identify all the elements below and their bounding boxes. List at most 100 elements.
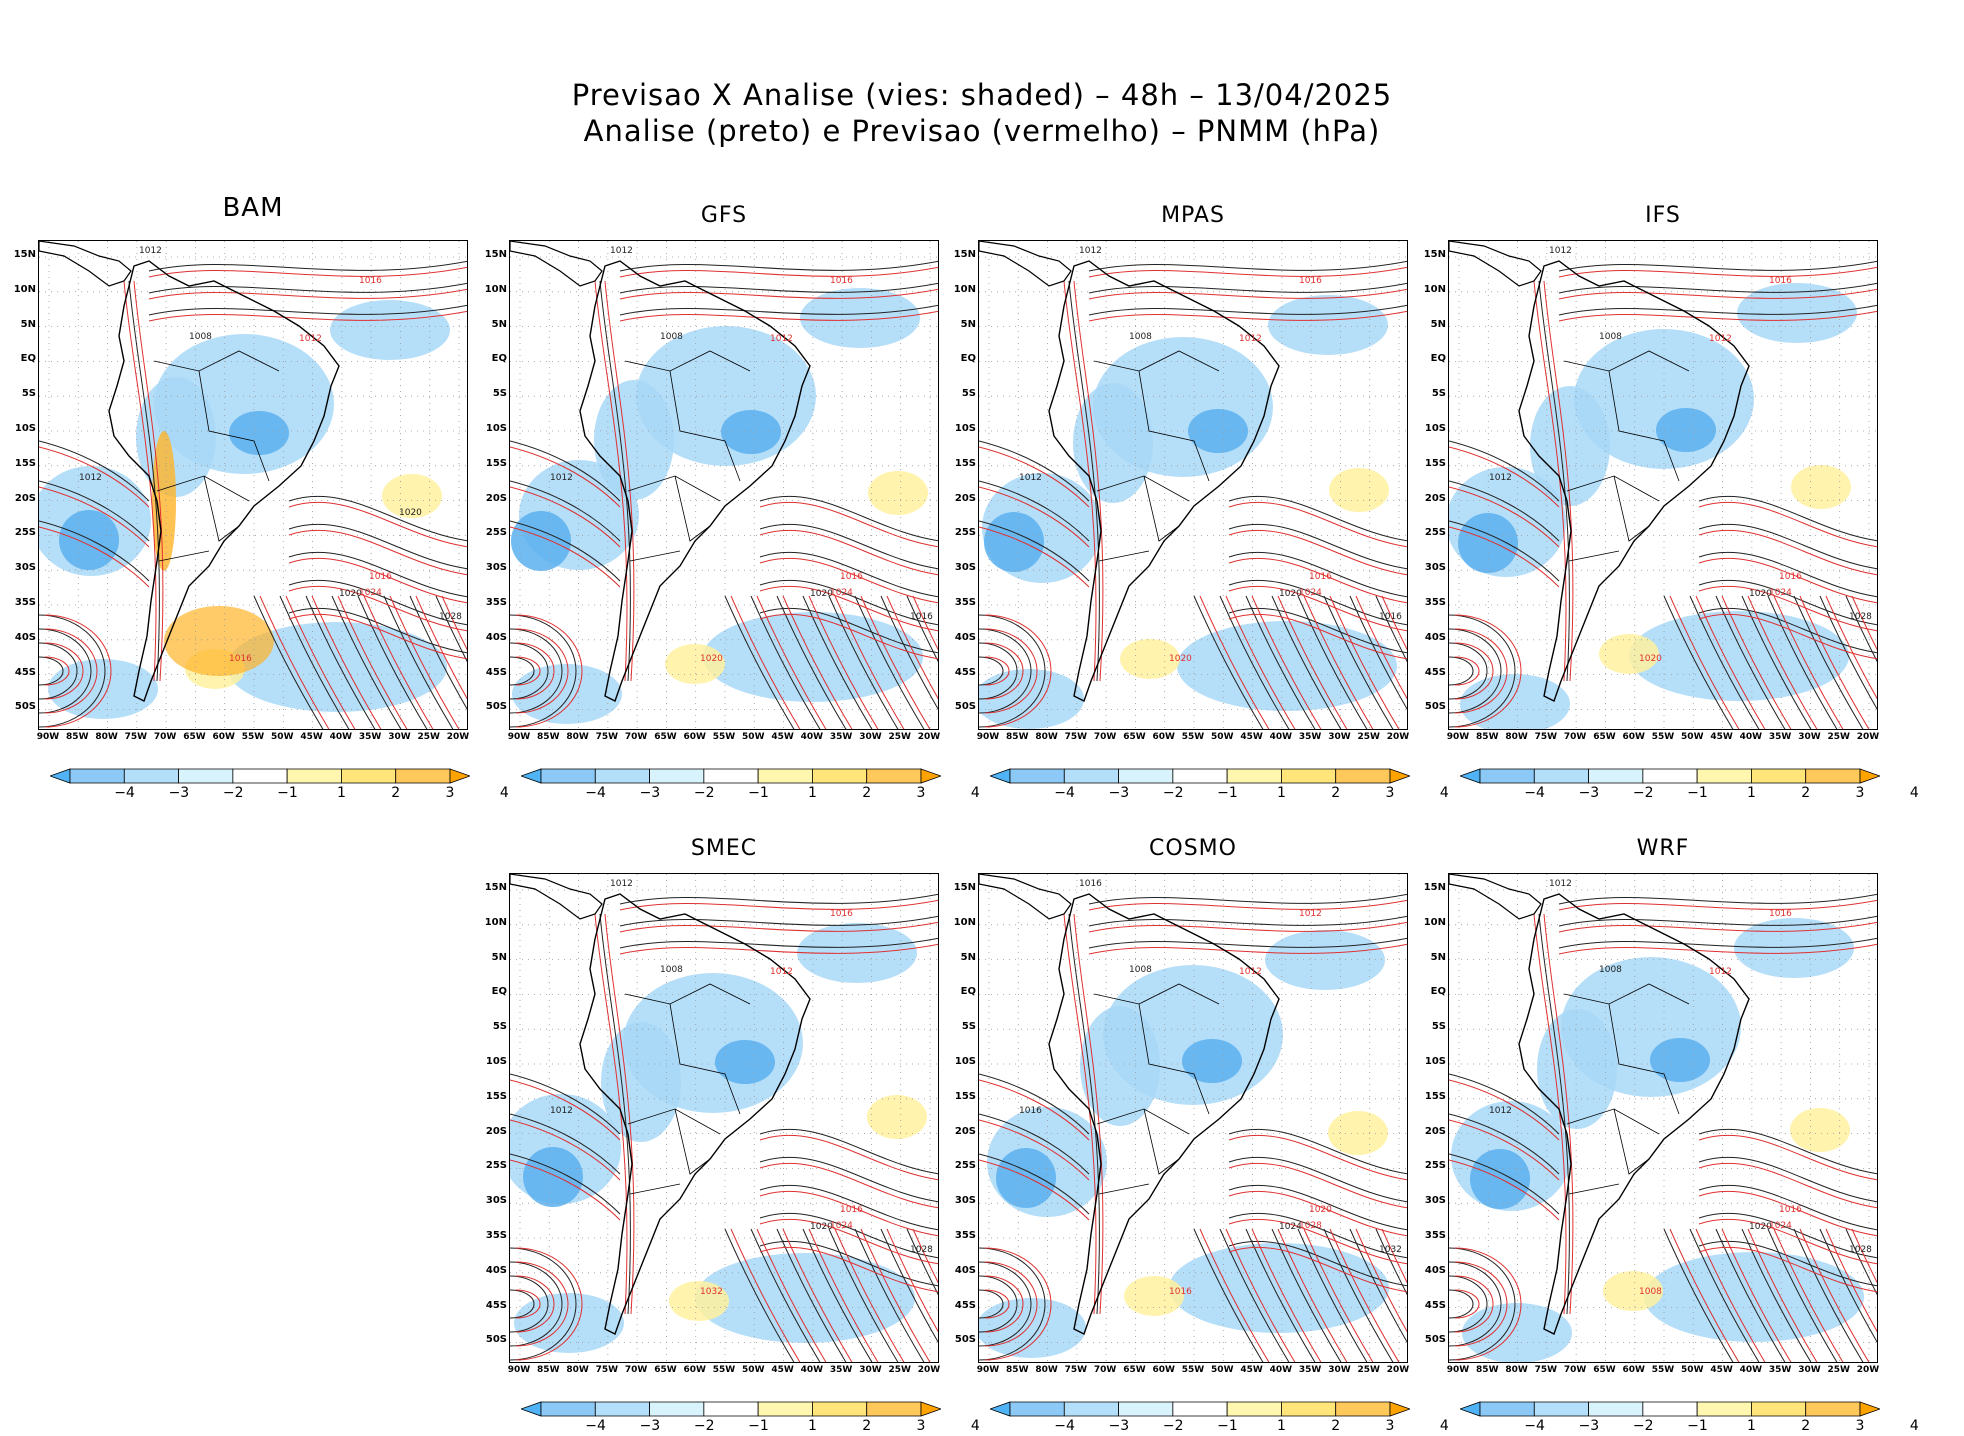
contour-label: 1016: [369, 572, 392, 582]
isobar: [834, 595, 905, 729]
colorbar-swatch: [1642, 768, 1698, 784]
lon-label: 35W: [1768, 732, 1792, 742]
isobar: [1741, 595, 1812, 729]
lon-label: 90W: [507, 732, 531, 742]
colorbar-swatch: [1588, 1401, 1644, 1417]
panel-title: BAM: [222, 193, 284, 223]
lat-label: EQ: [960, 986, 976, 998]
lat-label: 20S: [1424, 492, 1446, 504]
isobar: [594, 280, 628, 682]
colorbar-tick: 4: [1439, 1418, 1449, 1434]
panel-smec: SMEC 1012 1016 1008 1012 1012 1016 1020 1024 1028…: [485, 836, 941, 1396]
isobar: [510, 1113, 621, 1175]
isobar: [1533, 913, 1567, 1315]
colorbar-tick: 4: [1909, 785, 1919, 801]
isobar: [750, 595, 821, 729]
isobar: [288, 557, 467, 604]
isobar: [619, 310, 938, 322]
contour-label: 1028: [439, 612, 462, 622]
isobar: [1698, 613, 1877, 660]
lat-label: 50S: [954, 1334, 976, 1346]
lat-label: 30S: [485, 1195, 507, 1207]
isobar: [860, 1228, 931, 1362]
isobar: [1228, 501, 1407, 548]
isobar: [604, 913, 635, 1315]
lon-label: 65W: [183, 732, 206, 742]
lon-label: 60W: [1152, 732, 1175, 742]
isobar: [1721, 595, 1792, 729]
isobar: [510, 614, 577, 728]
isobar: [619, 921, 938, 933]
lat-label: 25S: [1424, 527, 1446, 539]
isobar: [39, 614, 106, 728]
isobar: [1297, 595, 1368, 729]
colorbar-swatch: [48, 768, 71, 784]
lat-label: 30S: [14, 562, 36, 574]
coastline: [108, 260, 340, 702]
lat-label: 15S: [14, 457, 36, 469]
isobar: [510, 1275, 549, 1333]
lat-label: 5S: [21, 388, 36, 400]
lon-label: 80W: [95, 732, 118, 742]
contour-label: 1020: [339, 589, 362, 599]
country-border: [1093, 983, 1220, 1005]
colorbar-swatch: [1533, 768, 1589, 784]
isobar: [1193, 1228, 1264, 1362]
lon-label: 85W: [1006, 732, 1029, 742]
colorbar-tick: 2: [862, 1418, 872, 1434]
isobar: [1698, 551, 1877, 598]
isobar: [619, 915, 938, 927]
contour-label: 1012: [1299, 909, 1322, 919]
lat-label: 10S: [14, 423, 36, 434]
isobar: [782, 1228, 853, 1362]
colorbar-swatch: [1479, 768, 1535, 784]
isobar: [776, 1228, 847, 1362]
contour-label: 1016: [1379, 612, 1402, 622]
isobar: [1088, 288, 1407, 300]
isobar: [1251, 595, 1322, 729]
contour-label: 1028: [1299, 1221, 1322, 1231]
lon-label: 55W: [712, 732, 736, 742]
contour-label: 1028: [1849, 1245, 1872, 1255]
lon-label: 30W: [859, 732, 882, 742]
isobar: [1228, 1184, 1407, 1231]
isobar: [510, 526, 621, 588]
contour-label: 1012: [610, 246, 633, 256]
isobar: [759, 613, 938, 660]
isobar: [288, 613, 467, 660]
contour-label: 1028: [910, 1245, 933, 1255]
lat-label: 30S: [1424, 562, 1446, 574]
lon-label: 90W: [976, 1365, 1000, 1375]
colorbar-tick: −4: [1054, 785, 1075, 801]
bias-shading: [1177, 621, 1397, 711]
colorbar-tick: 4: [970, 1418, 980, 1434]
isobar: [510, 1289, 535, 1319]
isobar: [305, 595, 376, 729]
lon-label: 45W: [300, 732, 323, 742]
isobar: [759, 1134, 938, 1181]
lon-label: 70W: [1093, 732, 1117, 742]
colorbar-tick: 2: [391, 785, 401, 801]
isobar: [854, 595, 925, 729]
contour-label: 1020: [700, 654, 723, 664]
isobar: [510, 1159, 621, 1221]
isobar: [984, 1289, 1010, 1319]
lat-label: 30S: [954, 562, 976, 574]
colorbar-tick: 1: [336, 785, 346, 801]
coastline: [1449, 874, 1542, 920]
isobar: [1845, 1228, 1877, 1296]
isobar: [1799, 1228, 1870, 1362]
isobar: [1558, 943, 1877, 955]
isobar: [1088, 304, 1407, 316]
bias-shading: [996, 1148, 1056, 1208]
isobar: [619, 893, 938, 905]
lon-label: 80W: [1505, 1365, 1528, 1375]
colorbar-swatch: [1859, 1401, 1882, 1417]
lat-label: 10S: [1424, 1056, 1446, 1067]
isobar: [1228, 613, 1407, 660]
contour-label: 1012: [1489, 473, 1512, 483]
isobar: [285, 595, 356, 729]
isobar: [39, 526, 150, 588]
bias-shading: [601, 1022, 681, 1142]
